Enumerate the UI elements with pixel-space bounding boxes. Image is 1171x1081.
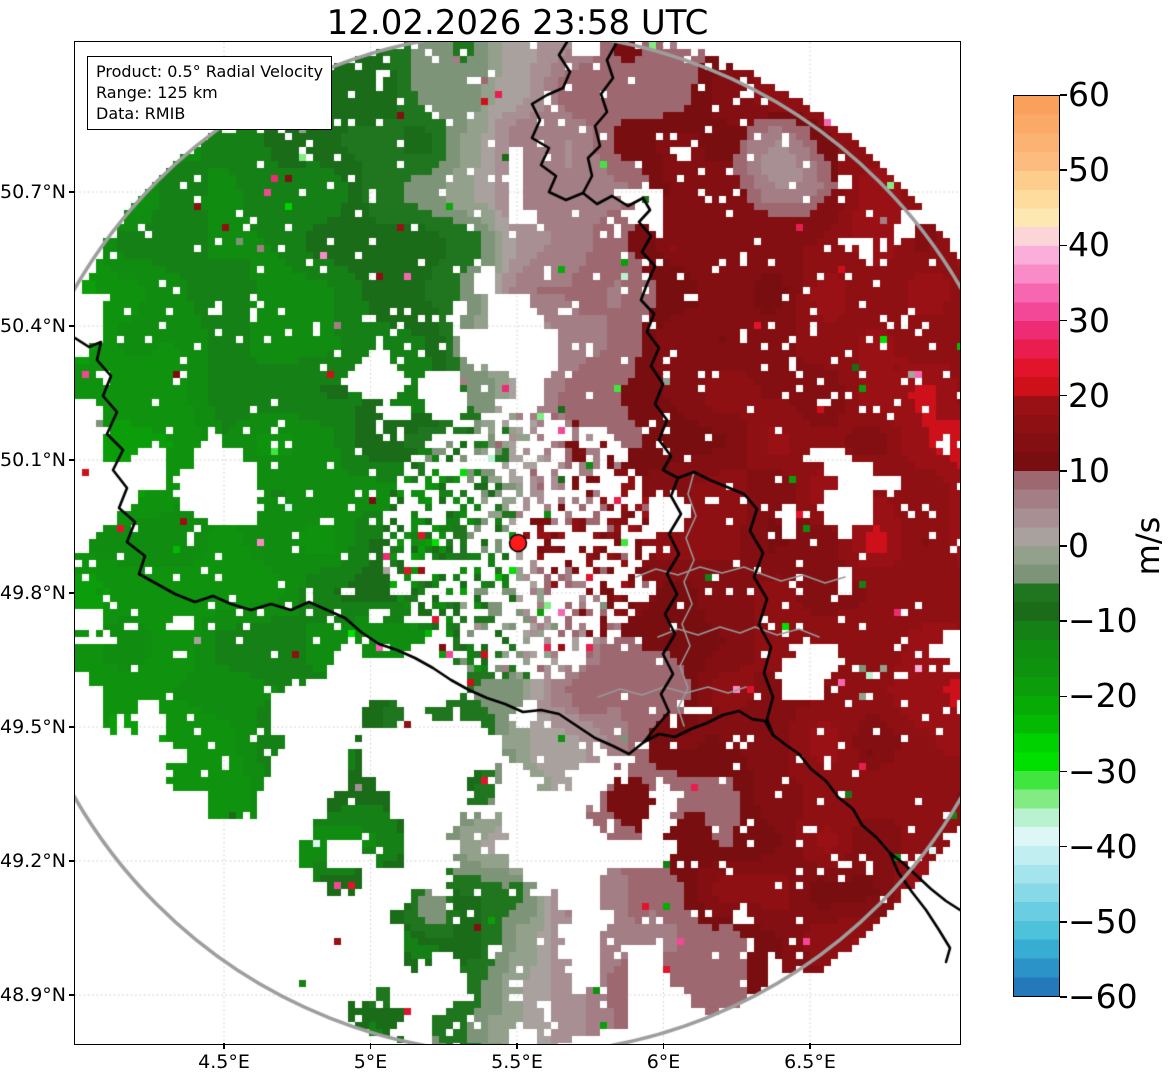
- lat-tick-mark: [69, 592, 75, 594]
- colorbar-tick-mark: [1060, 244, 1067, 247]
- colorbar-tick-mark: [1060, 770, 1067, 773]
- lat-tick-label: 48.9°N: [0, 984, 67, 1006]
- colorbar-tick-label: 20: [1068, 375, 1110, 415]
- colorbar-tick-mark: [1060, 94, 1067, 96]
- radar-map-canvas: [74, 41, 960, 1044]
- colorbar-tick-mark: [1060, 921, 1067, 923]
- colorbar-tick-mark: [1060, 319, 1067, 322]
- lon-tick-label: 6.5°E: [784, 1051, 836, 1073]
- colorbar-tick-label: −20: [1068, 676, 1138, 716]
- lat-tick-label: 49.5°N: [0, 716, 67, 738]
- lat-tick-label: 49.2°N: [0, 850, 67, 872]
- colorbar-tick-label: 10: [1068, 450, 1110, 490]
- colorbar-tick-label: −30: [1068, 751, 1138, 791]
- lon-tick-label: 6°E: [646, 1051, 681, 1073]
- lon-tick-mark: [516, 1043, 518, 1049]
- colorbar-tick-label: −60: [1068, 977, 1138, 1016]
- colorbar-tick-label: −40: [1068, 826, 1138, 866]
- lat-tick-label: 50.7°N: [0, 181, 67, 203]
- info-range: Range: 125 km: [96, 83, 218, 102]
- colorbar-tick-mark: [1060, 695, 1067, 698]
- colorbar-tick-mark: [1060, 620, 1067, 622]
- lon-tick-label: 5.5°E: [491, 1051, 543, 1073]
- lat-tick-mark: [69, 325, 75, 327]
- lat-tick-mark: [69, 191, 75, 193]
- colorbar-tick-mark: [1060, 470, 1067, 472]
- lat-tick-mark: [69, 860, 75, 862]
- colorbar: [1013, 95, 1060, 997]
- colorbar-tick-label: 30: [1068, 300, 1110, 340]
- map-axes: [73, 40, 961, 1045]
- lon-tick-mark: [662, 1043, 665, 1049]
- lat-tick-label: 49.8°N: [0, 582, 67, 604]
- lon-tick-mark: [369, 1043, 372, 1049]
- colorbar-tick-label: −10: [1068, 601, 1138, 641]
- info-product: Product: 0.5° Radial Velocity: [96, 62, 324, 81]
- lat-tick-mark: [69, 994, 75, 996]
- colorbar-tick-label: 60: [1068, 75, 1110, 114]
- colorbar-tick-label: 0: [1068, 526, 1089, 565]
- colorbar-tick-mark: [1060, 845, 1067, 848]
- page-title: 12.02.2026 23:58 UTC: [326, 3, 709, 43]
- info-source: Data: RMIB: [96, 104, 186, 123]
- colorbar-tick-mark: [1060, 394, 1067, 397]
- info-box: Product: 0.5° Radial Velocity Range: 125…: [87, 56, 333, 130]
- lon-tick-mark: [809, 1043, 811, 1049]
- lat-tick-mark: [69, 726, 75, 728]
- colorbar-tick-label: 40: [1068, 225, 1110, 265]
- lat-tick-label: 50.1°N: [0, 449, 67, 471]
- colorbar-tick-label: 50: [1068, 150, 1110, 190]
- colorbar-tick-label: −50: [1068, 901, 1138, 941]
- colorbar-tick-mark: [1060, 545, 1067, 547]
- colorbar-tick-mark: [1060, 169, 1067, 171]
- colorbar-tick-mark: [1060, 996, 1067, 998]
- colorbar-unit-label: m/s: [1129, 516, 1167, 576]
- lat-tick-mark: [69, 459, 75, 461]
- lat-tick-label: 50.4°N: [0, 315, 67, 337]
- lon-tick-label: 5°E: [353, 1051, 388, 1073]
- lon-tick-mark: [223, 1043, 225, 1049]
- lon-tick-label: 4.5°E: [198, 1051, 250, 1073]
